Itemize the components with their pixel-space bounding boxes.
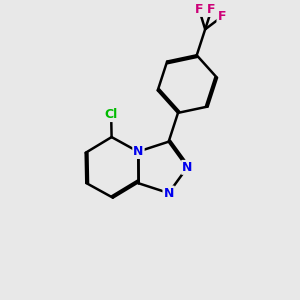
Text: F: F — [207, 3, 216, 16]
Text: F: F — [218, 10, 226, 23]
Text: N: N — [133, 145, 144, 158]
Text: Cl: Cl — [104, 108, 118, 121]
Text: N: N — [182, 161, 193, 174]
Text: N: N — [164, 187, 174, 200]
Text: F: F — [195, 3, 203, 16]
